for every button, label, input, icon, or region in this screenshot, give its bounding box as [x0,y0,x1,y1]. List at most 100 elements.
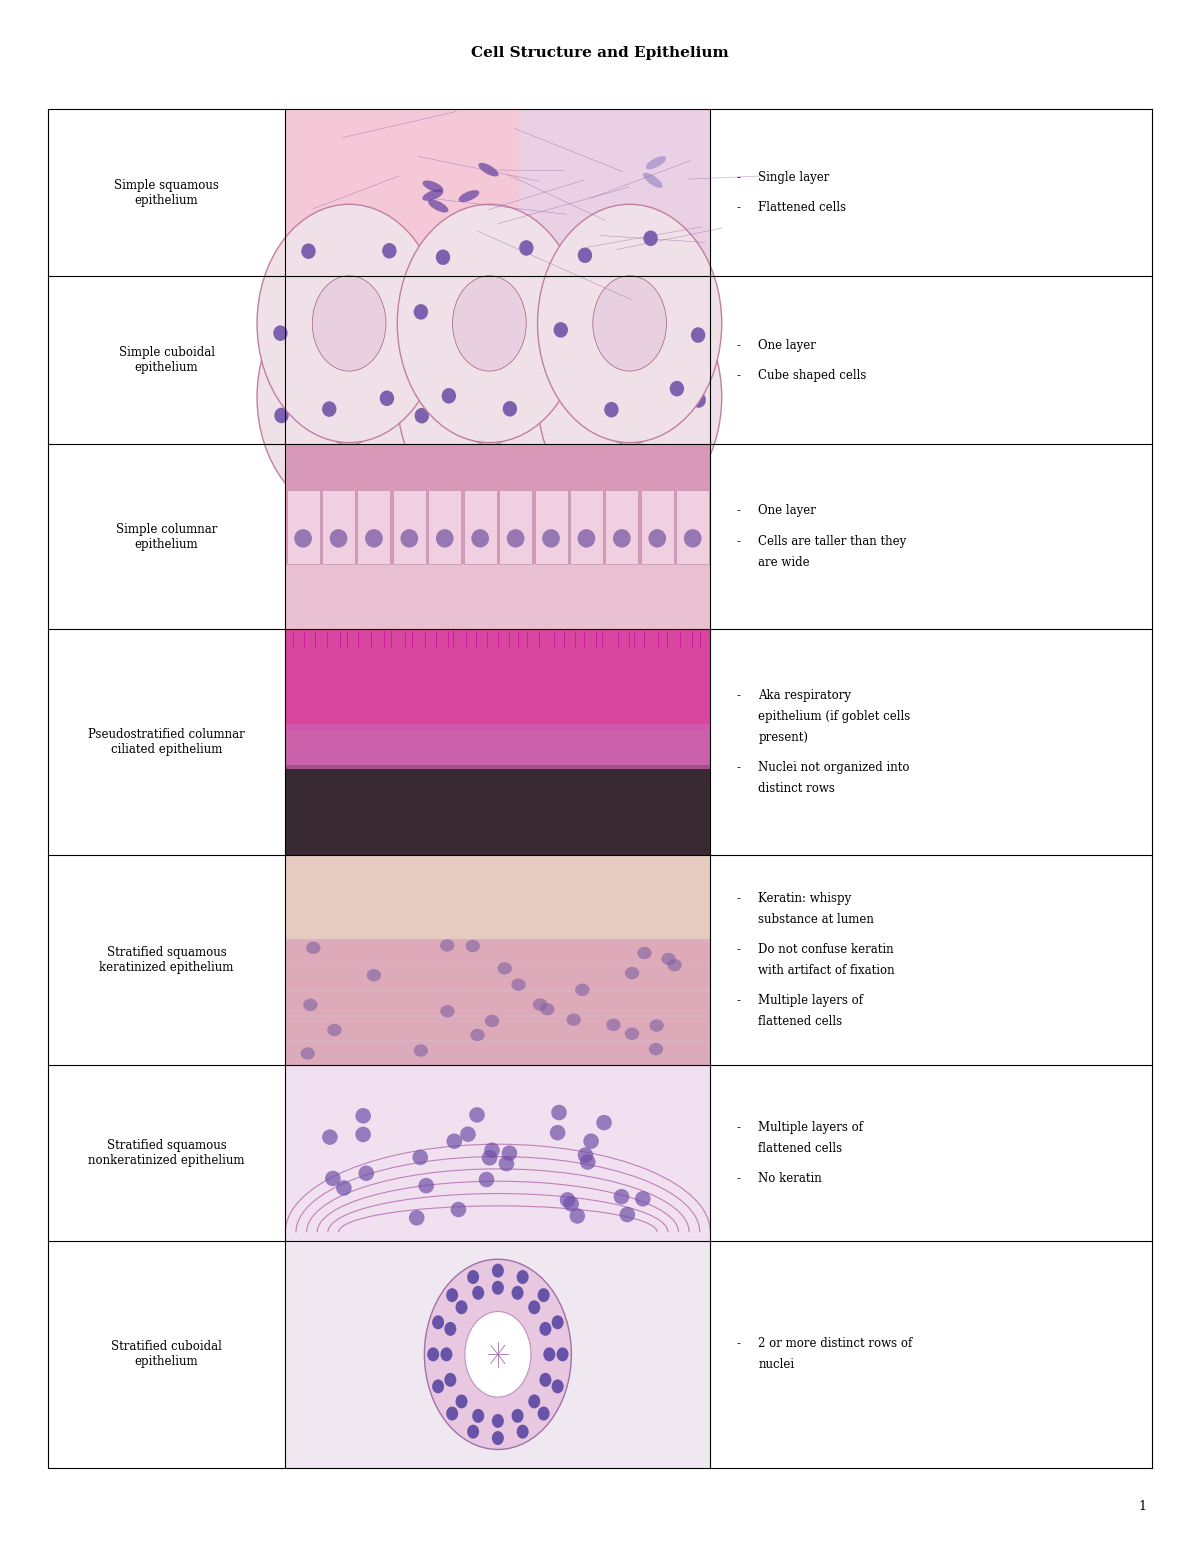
Ellipse shape [336,1180,352,1196]
Ellipse shape [414,304,428,320]
Ellipse shape [444,1322,456,1336]
Text: Cell Structure and Epithelium: Cell Structure and Epithelium [472,45,728,61]
Ellipse shape [580,1154,595,1169]
Text: substance at lumen: substance at lumen [758,913,875,926]
Text: Multiple layers of: Multiple layers of [758,994,864,1008]
Text: present): present) [758,731,809,744]
Ellipse shape [557,1348,569,1362]
Ellipse shape [446,1287,458,1301]
Bar [286,724,710,769]
Text: Do not confuse keratin: Do not confuse keratin [758,943,894,957]
Ellipse shape [575,983,589,995]
Ellipse shape [274,326,288,342]
Ellipse shape [566,1014,581,1027]
Ellipse shape [517,467,532,483]
Text: -: - [737,171,740,183]
Circle shape [257,205,442,443]
Ellipse shape [498,963,512,975]
Ellipse shape [691,328,706,343]
Text: Simple cuboidal
epithelium: Simple cuboidal epithelium [119,346,215,374]
Circle shape [312,276,386,371]
Bar [286,1065,710,1241]
Ellipse shape [646,157,666,169]
Ellipse shape [384,318,398,334]
Bar [605,491,638,564]
Ellipse shape [414,408,428,424]
Ellipse shape [511,1409,523,1423]
Text: -: - [737,339,740,351]
Ellipse shape [577,530,595,548]
Bar [286,109,710,276]
Ellipse shape [294,530,312,548]
Text: -: - [737,1121,740,1134]
Text: Simple columnar
epithelium: Simple columnar epithelium [116,522,217,550]
Ellipse shape [635,1191,650,1207]
Ellipse shape [625,968,640,980]
Ellipse shape [670,380,684,396]
Ellipse shape [506,530,524,548]
Ellipse shape [642,475,656,491]
Ellipse shape [643,230,658,245]
Ellipse shape [301,244,316,259]
Text: Keratin: whispy: Keratin: whispy [758,891,852,905]
Ellipse shape [625,1028,640,1041]
Ellipse shape [643,172,662,188]
Ellipse shape [472,1409,484,1423]
Bar [286,444,710,629]
Ellipse shape [472,1286,484,1300]
Text: -: - [737,202,740,214]
Text: One layer: One layer [758,339,816,351]
Ellipse shape [577,247,592,262]
Ellipse shape [552,1379,564,1393]
Bar [641,491,673,564]
Ellipse shape [472,530,490,548]
Circle shape [452,276,527,371]
Ellipse shape [439,320,454,335]
Ellipse shape [455,472,469,488]
Text: flattened cells: flattened cells [758,1016,842,1028]
Ellipse shape [520,241,534,256]
Ellipse shape [432,1379,444,1393]
Ellipse shape [295,325,310,340]
Ellipse shape [325,1171,341,1186]
Ellipse shape [428,199,449,213]
Ellipse shape [517,1270,529,1284]
Text: distinct rows: distinct rows [758,783,835,795]
Text: nuclei: nuclei [758,1359,794,1371]
Ellipse shape [379,390,394,405]
Bar [286,1241,710,1468]
Bar [286,856,710,1065]
Ellipse shape [440,1005,455,1017]
Ellipse shape [322,401,336,416]
Ellipse shape [427,1348,439,1362]
Bar [286,941,710,964]
Circle shape [593,349,666,444]
Ellipse shape [440,1348,452,1362]
Bar [287,491,319,564]
Ellipse shape [511,978,526,991]
Ellipse shape [413,1149,428,1165]
Ellipse shape [661,952,676,964]
Ellipse shape [419,1177,434,1193]
Ellipse shape [691,393,706,408]
Circle shape [425,1259,571,1449]
Bar [520,109,710,276]
Circle shape [312,349,386,444]
Text: Pseudostratified columnar
ciliated epithelium: Pseudostratified columnar ciliated epith… [89,728,245,756]
Ellipse shape [401,530,418,548]
Bar [676,491,709,564]
Ellipse shape [540,1322,552,1336]
Text: Flattened cells: Flattened cells [758,202,846,214]
Ellipse shape [605,402,619,418]
Ellipse shape [492,1430,504,1444]
Ellipse shape [492,1413,504,1427]
Ellipse shape [492,1281,504,1295]
Ellipse shape [648,530,666,548]
Ellipse shape [422,180,443,193]
Ellipse shape [275,408,289,424]
Ellipse shape [577,321,592,337]
Ellipse shape [470,1028,485,1041]
Ellipse shape [306,941,320,954]
Ellipse shape [550,1124,565,1140]
Text: -: - [737,534,740,548]
